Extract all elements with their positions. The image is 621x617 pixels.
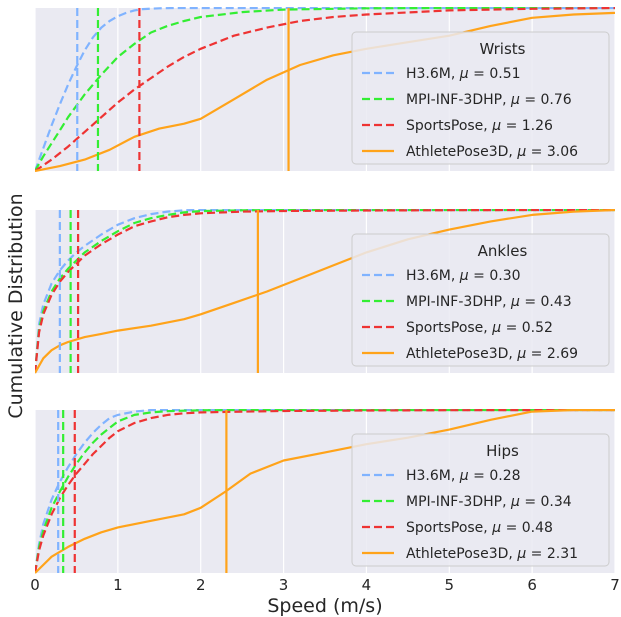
series-group [35, 7, 615, 172]
panel-ankles: Ankles H3.6M, μ = 0.30 MPI-INF-3DHP, μ = 0… [34, 209, 616, 374]
series-line [35, 209, 615, 374]
series-line [35, 7, 615, 172]
x-tick-label: 5 [445, 576, 455, 594]
series-line [35, 409, 615, 574]
legend-entry: AthletePose3D, μ = 3.06 [406, 144, 578, 160]
legend-entry: AthletePose3D, μ = 2.31 [406, 546, 578, 562]
legend: Ankles H3.6M, μ = 0.30 MPI-INF-3DHP, μ = 0… [351, 233, 610, 367]
x-tick-label: 7 [610, 576, 620, 594]
legend-entry: AthletePose3D, μ = 2.69 [406, 346, 578, 362]
series-line [35, 209, 615, 374]
x-tick-label: 4 [362, 576, 372, 594]
series-group [35, 209, 615, 374]
x-tick-label: 2 [196, 576, 206, 594]
legend: Hips H3.6M, μ = 0.28 MPI-INF-3DHP, μ = 0.3… [351, 433, 610, 567]
x-tick-label: 1 [113, 576, 123, 594]
legend-title: Hips [486, 442, 519, 460]
series-group [35, 409, 615, 574]
series-line [35, 7, 615, 172]
legend-entry: H3.6M, μ = 0.51 [406, 66, 521, 82]
legend-entry: MPI-INF-3DHP, μ = 0.76 [406, 92, 572, 108]
x-axis: 0 1 2 3 4 5 6 7 [30, 576, 620, 594]
x-tick-label: 6 [527, 576, 537, 594]
panel-wrists: Wrists H3.6M, μ = 0.51 MPI-INF-3DHP, μ = 0… [34, 7, 616, 172]
series-line [35, 209, 615, 374]
y-axis-label: Cumulative Distribution [5, 193, 27, 418]
panel-hips: Hips H3.6M, μ = 0.28 MPI-INF-3DHP, μ = 0.3… [34, 409, 616, 574]
series-line [35, 209, 615, 374]
x-tick-label: 3 [279, 576, 289, 594]
legend-entry: MPI-INF-3DHP, μ = 0.34 [406, 494, 572, 510]
series-line [35, 11, 615, 172]
x-tick-label: 0 [30, 576, 40, 594]
legend-entry: SportsPose, μ = 0.48 [406, 520, 553, 536]
legend-box [351, 233, 610, 367]
legend-entry: H3.6M, μ = 0.30 [406, 268, 521, 284]
legend: Wrists H3.6M, μ = 0.51 MPI-INF-3DHP, μ = 0… [351, 31, 610, 165]
legend-entry: SportsPose, μ = 1.26 [406, 118, 553, 134]
legend-entry: H3.6M, μ = 0.28 [406, 468, 521, 484]
legend-entry: SportsPose, μ = 0.52 [406, 320, 553, 336]
series-line [35, 409, 615, 574]
legend-box [351, 31, 610, 165]
legend-entry: MPI-INF-3DHP, μ = 0.43 [406, 294, 572, 310]
series-line [35, 409, 615, 574]
x-axis-label: Speed (m/s) [267, 595, 382, 617]
series-line [35, 7, 615, 172]
legend-title: Ankles [478, 242, 528, 260]
legend-box [351, 433, 610, 567]
panels-group: Wrists H3.6M, μ = 0.51 MPI-INF-3DHP, μ = 0… [34, 7, 616, 574]
legend-title: Wrists [479, 40, 525, 58]
